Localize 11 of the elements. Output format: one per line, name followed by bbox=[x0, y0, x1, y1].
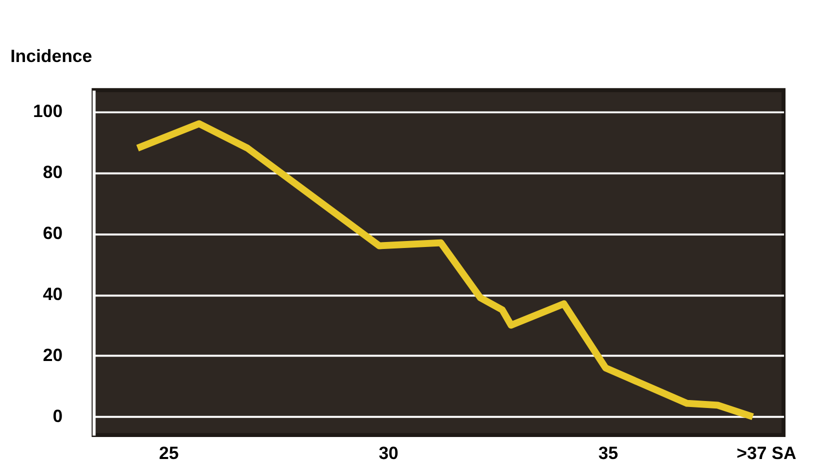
y-tick-label: 80 bbox=[42, 162, 63, 182]
x-tick-label: 30 bbox=[378, 443, 399, 464]
y-tick-label: 0 bbox=[52, 406, 63, 426]
y-axis-title: Incidence bbox=[10, 46, 92, 66]
y-tick-label: 100 bbox=[32, 100, 63, 121]
x-tick-label: 35 bbox=[598, 443, 618, 464]
y-tick-label: 20 bbox=[42, 345, 63, 366]
x-tick-label: 25 bbox=[158, 443, 179, 464]
y-tick-label: 40 bbox=[42, 284, 63, 304]
x-tick-label: >37 SA bbox=[736, 443, 796, 464]
y-tick-label: 60 bbox=[42, 223, 63, 244]
